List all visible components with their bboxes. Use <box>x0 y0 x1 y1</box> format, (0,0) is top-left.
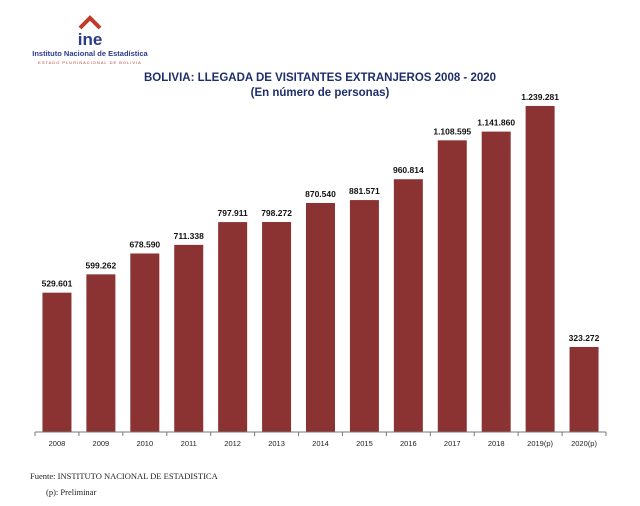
value-label-2016: 960.814 <box>393 165 424 175</box>
chart-subtitle: (En número de personas) <box>250 87 390 99</box>
bar-2016 <box>393 179 423 432</box>
category-label-2016: 2016 <box>400 439 417 448</box>
value-label-2018: 1.141.860 <box>477 118 515 128</box>
value-label-2014: 870.540 <box>305 189 336 199</box>
category-label-2014: 2014 <box>312 439 329 448</box>
value-label-2015: 881.571 <box>349 186 380 196</box>
category-label-2018: 2018 <box>488 439 505 448</box>
ine-logo: ine Instituto Nacional de Estadística ES… <box>30 8 150 74</box>
chart-title: BOLIVIA: LLEGADA DE VISITANTES EXTRANJER… <box>143 72 497 84</box>
value-label-2009: 599.262 <box>86 260 117 270</box>
bar-2008 <box>42 292 72 432</box>
preliminary-note: (p): Preliminar <box>46 487 97 497</box>
value-label-2010: 678.590 <box>129 239 160 249</box>
bar-2010 <box>130 253 160 432</box>
category-label-2008: 2008 <box>49 439 66 448</box>
bar-2019(p) <box>525 105 555 433</box>
ine-logo-mark: ine <box>78 15 103 49</box>
category-label-2009: 2009 <box>93 439 110 448</box>
value-label-2008: 529.601 <box>42 279 73 289</box>
category-label-2020(p): 2020(p) <box>571 439 597 448</box>
value-label-2020(p): 323.272 <box>569 333 600 343</box>
category-labels-group: 2008 2009 2010 2011 2012 2013 2014 2015 2016 2017… <box>49 439 598 448</box>
value-label-2013: 798.272 <box>261 208 292 218</box>
bar-2011 <box>174 244 204 432</box>
bars-group <box>42 105 599 433</box>
bar-2015 <box>349 200 379 432</box>
source-note: Fuente: INSTITUTO NACIONAL DE ESTADISTIC… <box>30 471 218 481</box>
category-label-2010: 2010 <box>136 439 153 448</box>
x-ticks-group <box>34 432 607 436</box>
category-label-2011: 2011 <box>181 439 197 448</box>
value-label-2017: 1.108.595 <box>433 126 471 136</box>
category-label-2012: 2012 <box>224 439 241 448</box>
value-labels-group: 529.601 599.262 678.590 711.338 797.911 798.2… <box>42 92 600 343</box>
logo-word: ine <box>78 30 103 49</box>
bar-2017 <box>437 140 467 432</box>
value-label-2019(p): 1.239.281 <box>521 92 559 102</box>
logo-institution-name: Instituto Nacional de Estadística <box>32 49 148 58</box>
bar-2013 <box>262 221 292 432</box>
bar-2014 <box>306 202 335 432</box>
category-label-2013: 2013 <box>268 439 285 448</box>
category-label-2019(p): 2019(p) <box>527 439 553 448</box>
category-label-2017: 2017 <box>444 439 461 448</box>
category-label-2015: 2015 <box>356 439 373 448</box>
value-label-2012: 797.911 <box>218 208 249 218</box>
logo-roof-icon <box>78 15 102 30</box>
bar-2020(p) <box>569 346 599 432</box>
bar-2012 <box>218 222 248 432</box>
logo-tagline: ESTADO PLURINACIONAL DE BOLIVIA <box>38 60 142 65</box>
bar-2018 <box>481 131 511 433</box>
value-label-2011: 711.338 <box>174 231 205 241</box>
bar-2009 <box>86 274 116 432</box>
